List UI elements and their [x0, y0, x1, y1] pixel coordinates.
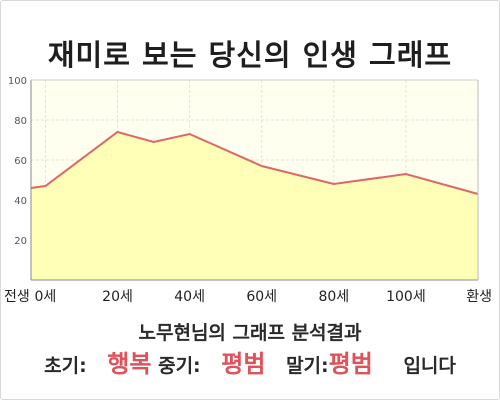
y-tick-label: 60: [14, 156, 27, 167]
x-tick-label: 100세: [386, 289, 426, 305]
x-tick-label: 60세: [246, 289, 277, 305]
y-tick-label: 80: [14, 116, 27, 127]
x-tick-label: 전생: [4, 289, 30, 305]
early-value: 행복: [107, 350, 152, 378]
late-value: 평범: [328, 350, 373, 378]
y-tick-label: 100: [8, 76, 27, 87]
x-tick-label: 80세: [318, 289, 349, 305]
x-tick-label: 20세: [102, 289, 133, 305]
y-tick-label: 20: [14, 236, 27, 247]
mid-label: 중기:: [158, 355, 201, 377]
x-tick-label: 40세: [174, 289, 205, 305]
y-tick-labels: 20 40 60 80 100: [8, 76, 27, 247]
x-tick-label: 환생: [466, 289, 492, 305]
result-summary: 초기: 행복 중기: 평범 말기:평범 입니다: [0, 344, 500, 379]
ending-text: 입니다: [403, 355, 456, 377]
x-tick-labels: 전생 0세 20세 40세 60세 80세 100세 환생: [4, 289, 492, 305]
mid-value: 평범: [221, 350, 266, 378]
result-heading: 노무현님의 그래프 분석결과: [138, 322, 362, 344]
x-tick-label: 0세: [35, 289, 57, 305]
life-line: [30, 130, 479, 195]
late-label: 말기:: [286, 355, 329, 377]
life-graph-chart: 20 40 60 80 100 전생 0세 20세 40세 60세 80세 100세 환생: [4, 76, 492, 305]
early-label: 초기:: [44, 355, 87, 377]
life-area: [31, 132, 478, 280]
y-tick-label: 40: [14, 196, 27, 207]
page-title: 재미로 보는 당신의 인생 그래프: [47, 38, 453, 72]
